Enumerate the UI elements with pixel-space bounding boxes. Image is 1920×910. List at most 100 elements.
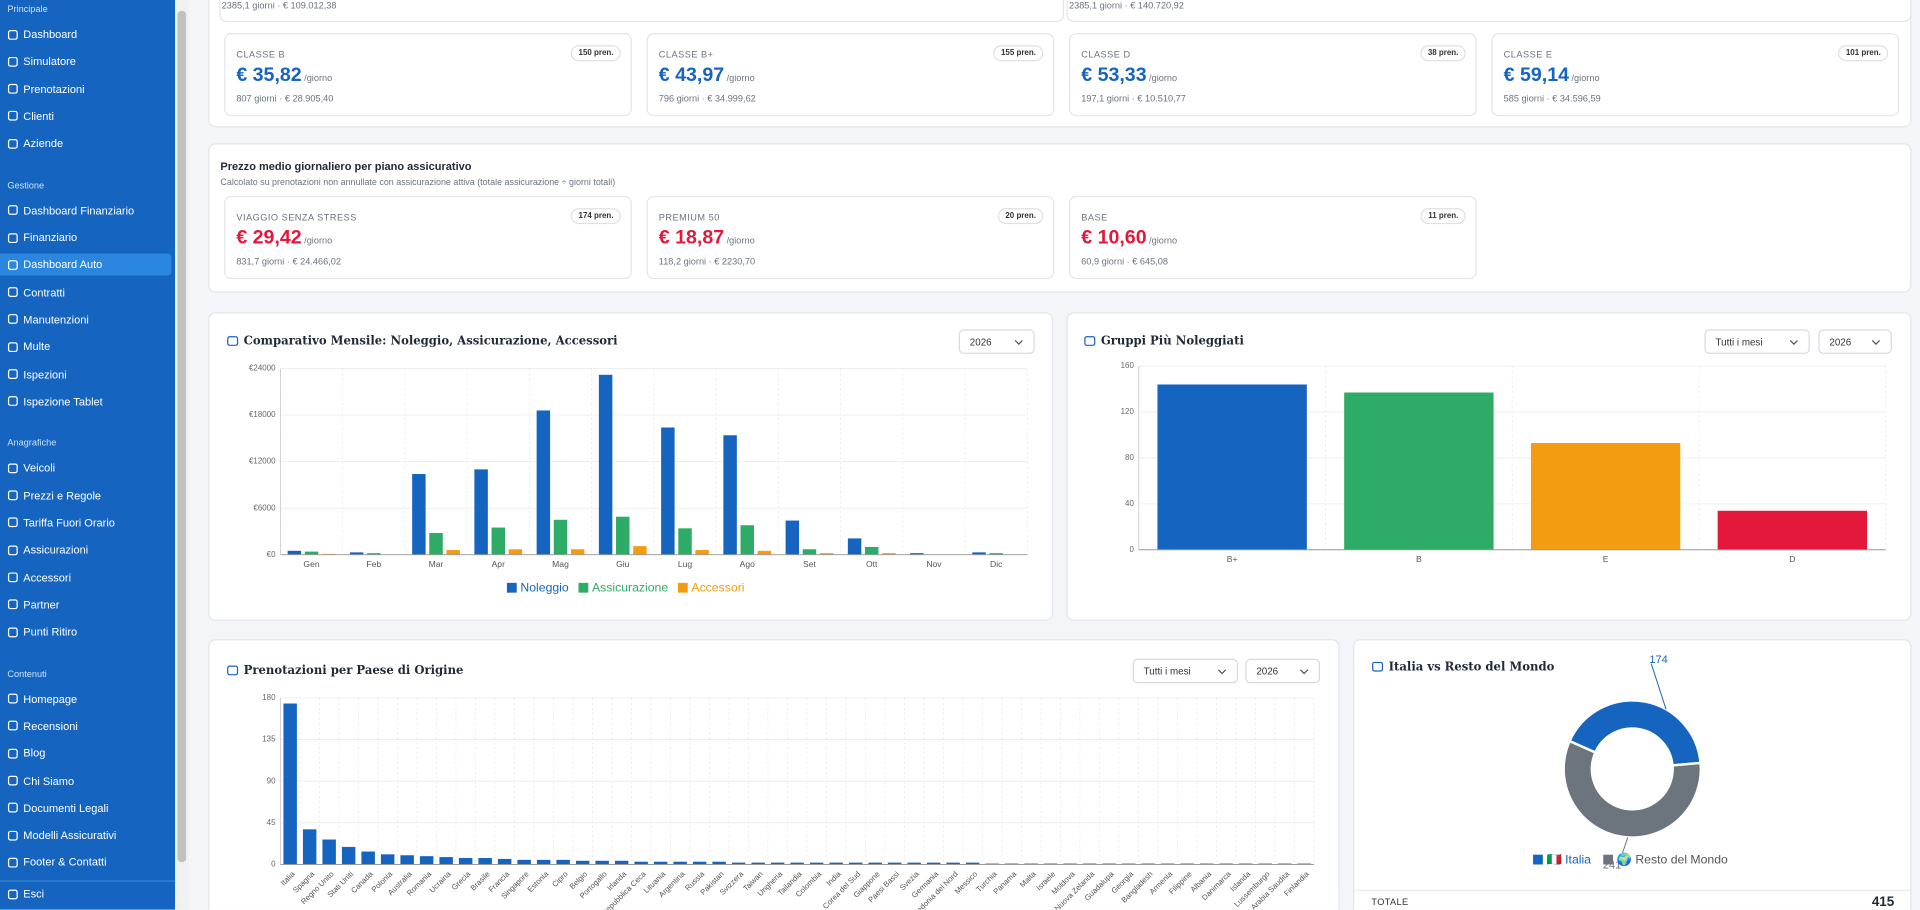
card-price: € 53,33 bbox=[1081, 64, 1147, 86]
menu-item[interactable]: Partner bbox=[0, 594, 171, 616]
menu-label[interactable]: Ispezione Tablet bbox=[23, 395, 103, 408]
dropdown[interactable]: 2026 bbox=[958, 329, 1035, 354]
card-price-row: € 35,82/giorno bbox=[236, 65, 332, 87]
logout-label[interactable]: Esci bbox=[23, 887, 45, 900]
menu-item[interactable]: Blog bbox=[0, 742, 171, 764]
menu-label[interactable]: Tariffa Fuori Orario bbox=[23, 516, 115, 529]
donut-panel bbox=[1353, 639, 1912, 910]
menu-label[interactable]: Chi Siamo bbox=[23, 774, 75, 787]
card-unit: /giorno bbox=[304, 72, 333, 84]
menu-label[interactable]: Assicurazioni bbox=[23, 543, 89, 557]
menu-item[interactable]: Homepage bbox=[0, 688, 171, 710]
chevron bbox=[1299, 669, 1309, 675]
menu-item[interactable]: Accessori bbox=[0, 566, 171, 588]
menu-item[interactable]: Dashboard Auto bbox=[0, 253, 172, 276]
menu-label[interactable]: Accessori bbox=[23, 571, 72, 584]
dropdown[interactable]: Tutti i mesi bbox=[1704, 329, 1810, 354]
menu-icon bbox=[7, 259, 18, 270]
menu-label[interactable]: Recensioni bbox=[23, 719, 78, 733]
menu-item[interactable]: Assicurazioni bbox=[0, 539, 171, 561]
menu-item[interactable]: Dashboard Finanziario bbox=[0, 199, 171, 221]
menu-icon bbox=[7, 232, 18, 243]
menu-label[interactable]: Prenotazioni bbox=[23, 82, 85, 96]
menu-label[interactable]: Clienti bbox=[23, 110, 54, 123]
chevron bbox=[1789, 339, 1798, 345]
icon-shape bbox=[7, 259, 18, 270]
menu-label[interactable]: Multe bbox=[23, 340, 51, 353]
menu-item[interactable]: Finanziario bbox=[0, 227, 171, 249]
menu-item[interactable]: Recensioni bbox=[0, 715, 171, 737]
menu-item[interactable]: Ispezioni bbox=[0, 363, 171, 385]
dropdown[interactable]: 2026 bbox=[1245, 658, 1320, 684]
menu-item[interactable]: Manutenzioni bbox=[0, 308, 171, 330]
menu-label[interactable]: Punti Ritiro bbox=[23, 625, 78, 639]
card-footer: 831,7 giorni · € 24.466,02 bbox=[236, 255, 342, 267]
menu-icon bbox=[7, 627, 18, 637]
dropdown-value[interactable]: 2026 bbox=[1829, 336, 1852, 348]
menu-item[interactable]: Prezzi e Regole bbox=[0, 484, 171, 506]
monthly-panel bbox=[208, 312, 1054, 621]
menu-icon bbox=[7, 138, 18, 149]
icon-shape bbox=[7, 721, 18, 731]
menu-item[interactable]: Documenti Legali bbox=[0, 797, 171, 819]
scrollbar[interactable] bbox=[175, 0, 189, 910]
dropdown-value[interactable]: Tutti i mesi bbox=[1143, 666, 1191, 678]
partial-card-footer: 2385,1 giorni · € 109.012,38 bbox=[221, 0, 337, 12]
icon-shape bbox=[7, 545, 18, 555]
dropdown[interactable]: Tutti i mesi bbox=[1132, 658, 1238, 684]
menu-item[interactable]: Simulatore bbox=[0, 51, 171, 73]
menu-label[interactable]: Contratti bbox=[23, 286, 65, 299]
dropdown-value[interactable]: 2026 bbox=[1256, 666, 1279, 678]
card-unit: /giorno bbox=[726, 72, 755, 84]
menu-item[interactable]: Veicoli bbox=[0, 457, 171, 479]
menu-item[interactable]: Footer & Contatti bbox=[0, 851, 171, 873]
menu-label[interactable]: Dashboard Auto bbox=[23, 258, 103, 271]
icon-shape bbox=[7, 83, 18, 94]
menu-icon bbox=[7, 29, 18, 40]
dropdown[interactable]: 2026 bbox=[1818, 329, 1892, 354]
menu-item[interactable]: Contratti bbox=[0, 281, 171, 303]
card-footer: 807 giorni · € 28.905,40 bbox=[236, 93, 334, 105]
card-price-row: € 59,14/giorno bbox=[1504, 65, 1600, 87]
dropdown-value[interactable]: 2026 bbox=[969, 336, 992, 348]
menu-item[interactable]: Dashboard bbox=[0, 23, 171, 45]
menu-label[interactable]: Finanziario bbox=[23, 231, 78, 244]
menu-label[interactable]: Blog bbox=[23, 747, 46, 760]
menu-item[interactable]: Punti Ritiro bbox=[0, 621, 171, 643]
dropdown-value[interactable]: Tutti i mesi bbox=[1715, 336, 1763, 348]
menu-label[interactable]: Prezzi e Regole bbox=[23, 489, 102, 502]
menu-label[interactable]: Simulatore bbox=[23, 55, 76, 68]
menu-label[interactable]: Modelli Assicurativi bbox=[23, 829, 117, 842]
menu-item[interactable]: Chi Siamo bbox=[0, 770, 171, 792]
insurance-subtitle: Calcolato su prenotazioni non annullate … bbox=[220, 176, 616, 188]
menu-item[interactable]: Aziende bbox=[0, 132, 171, 154]
menu-item[interactable]: Modelli Assicurativi bbox=[0, 824, 171, 846]
card-unit: /giorno bbox=[1149, 72, 1178, 84]
menu-item[interactable]: Multe bbox=[0, 336, 171, 358]
menu-icon bbox=[7, 111, 18, 122]
menu-icon bbox=[7, 287, 18, 298]
menu-label[interactable]: Partner bbox=[23, 598, 60, 611]
menu-label[interactable]: Documenti Legali bbox=[23, 801, 109, 815]
menu-label[interactable]: Manutenzioni bbox=[23, 313, 89, 326]
scrollbar-thumb[interactable] bbox=[177, 11, 187, 863]
price-card: CLASSE E 101 pren. € 59,14/giorno 585 giorn… bbox=[1491, 33, 1900, 117]
logout[interactable]: Esci bbox=[0, 883, 175, 905]
menu-label[interactable]: Ispezioni bbox=[23, 367, 67, 381]
menu-label[interactable]: Footer & Contatti bbox=[23, 856, 107, 869]
menu-item[interactable]: Tariffa Fuori Orario bbox=[0, 512, 171, 534]
menu-label[interactable]: Homepage bbox=[23, 692, 78, 705]
card-footer: 585 giorni · € 34.596,59 bbox=[1503, 93, 1601, 105]
menu-label[interactable]: Dashboard Finanziario bbox=[23, 204, 135, 217]
menu-label[interactable]: Dashboard bbox=[23, 28, 78, 41]
menu-icon bbox=[7, 599, 18, 610]
icon-shape bbox=[7, 627, 18, 637]
price-card: CLASSE B+ 155 pren. € 43,97/giorno 796 gior… bbox=[646, 33, 1055, 117]
icon-shape bbox=[7, 56, 18, 67]
menu-label[interactable]: Aziende bbox=[23, 137, 64, 150]
menu-item[interactable]: Clienti bbox=[0, 105, 171, 127]
menu-item[interactable]: Ispezione Tablet bbox=[0, 390, 171, 412]
menu-item[interactable]: Prenotazioni bbox=[0, 78, 171, 100]
menu-label[interactable]: Veicoli bbox=[23, 461, 56, 475]
menu-icon bbox=[7, 83, 18, 94]
